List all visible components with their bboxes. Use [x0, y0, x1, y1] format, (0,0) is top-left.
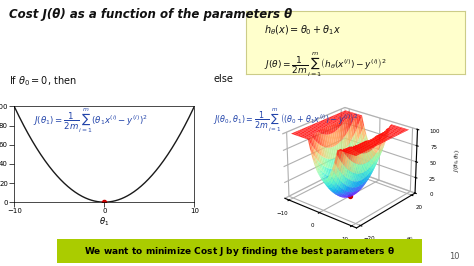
- Text: If $\theta_0 = 0$, then: If $\theta_0 = 0$, then: [9, 74, 77, 88]
- Text: $J(\theta_0,\theta_1) = \dfrac{1}{2m}\sum_{i=1}^{m}\left((\theta_0+\theta_1 x^{(: $J(\theta_0,\theta_1) = \dfrac{1}{2m}\su…: [213, 106, 358, 134]
- Text: else: else: [213, 74, 233, 85]
- X-axis label: $\theta_1$: $\theta_1$: [99, 216, 109, 228]
- Text: We want to minimize Cost $\bf{J}$ by finding the best parameters $\bf{\theta}$: We want to minimize Cost $\bf{J}$ by fin…: [84, 245, 395, 258]
- Text: $J(\theta_1) = \dfrac{1}{2m}\sum_{i=1}^{m}(\theta_1 x^{(i)} - y^{(i)})^2$: $J(\theta_1) = \dfrac{1}{2m}\sum_{i=1}^{…: [33, 106, 148, 135]
- Text: $J(\theta) = \dfrac{1}{2m}\sum_{i=1}^{m}\left(h_{\theta}(x^{(i)}) - y^{(i)}\righ: $J(\theta) = \dfrac{1}{2m}\sum_{i=1}^{m}…: [264, 50, 387, 79]
- Text: Cost J(θ) as a function of the parameters θ: Cost J(θ) as a function of the parameter…: [9, 8, 293, 21]
- Text: $h_{\theta}(x) = \theta_0 + \theta_1 x$: $h_{\theta}(x) = \theta_0 + \theta_1 x$: [264, 23, 341, 37]
- X-axis label: $\theta_1$: $\theta_1$: [294, 238, 305, 249]
- Y-axis label: $\theta_0$: $\theta_0$: [404, 233, 416, 245]
- Text: 10: 10: [449, 252, 460, 261]
